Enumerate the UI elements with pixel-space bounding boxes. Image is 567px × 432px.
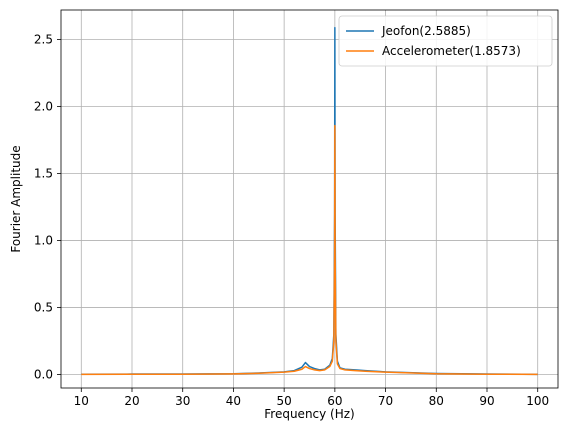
x-tick-label: 100 <box>526 394 549 408</box>
x-tick-label: 90 <box>479 394 494 408</box>
x-tick-label: 80 <box>429 394 444 408</box>
x-tick-label: 50 <box>277 394 292 408</box>
y-axis-label: Fourier Amplitude <box>9 145 23 252</box>
legend: Jeofon(2.5885) Accelerometer(1.8573) <box>338 15 553 67</box>
x-tick-label: 60 <box>327 394 342 408</box>
y-tick-label: 1.0 <box>34 234 53 248</box>
plot-frame <box>60 9 559 389</box>
x-tick-label: 30 <box>175 394 190 408</box>
x-tick-label: 10 <box>74 394 89 408</box>
legend-label: Accelerometer(1.8573) <box>382 44 521 58</box>
y-tick-label: 2.0 <box>34 100 53 114</box>
x-tick-label: 70 <box>378 394 393 408</box>
legend-label: Jeofon(2.5885) <box>381 24 471 38</box>
legend-box <box>338 15 553 67</box>
y-tick-label: 0.5 <box>34 301 53 315</box>
x-tick-label: 40 <box>226 394 241 408</box>
series-line-accelerometer <box>81 124 538 376</box>
y-tick-label: 2.5 <box>34 32 53 46</box>
y-tick-label: 1.5 <box>34 167 53 181</box>
x-axis-label: Frequency (Hz) <box>264 407 355 421</box>
y-tick-label: 0.0 <box>34 368 53 382</box>
x-tick-label: 20 <box>124 394 139 408</box>
